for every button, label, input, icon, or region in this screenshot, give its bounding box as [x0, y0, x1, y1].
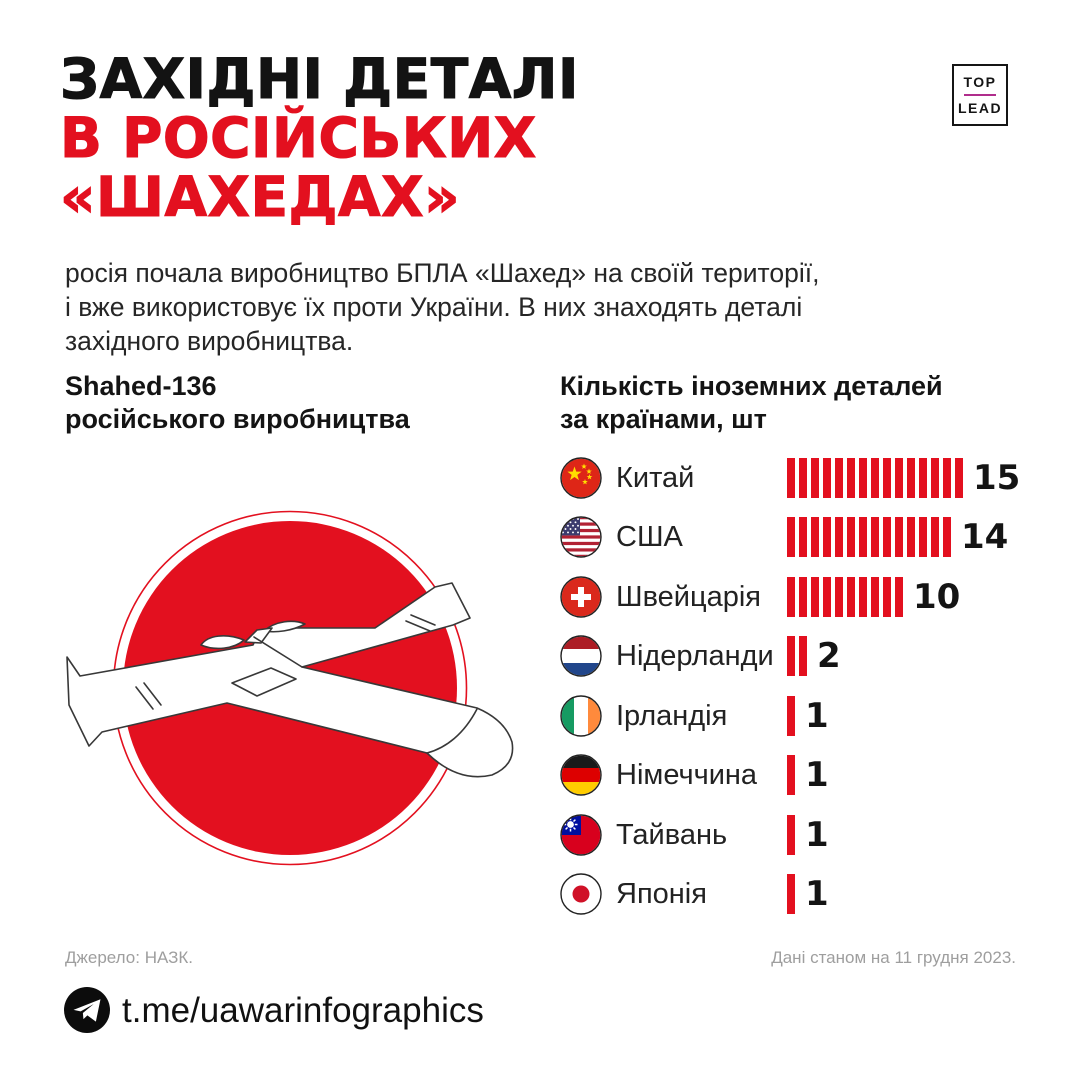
title-line-1: ЗАХІДНІ ДЕТАЛІ — [59, 47, 579, 111]
drone-heading-line-1: Shahed-136 — [65, 371, 217, 401]
tally-bars — [787, 755, 795, 795]
shahed-drone-illustration — [66, 510, 514, 866]
intro-line-2: і вже використовує їх проти України. В н… — [65, 292, 803, 322]
chart-row: Тайвань 1 — [560, 805, 1060, 865]
value-label: 10 — [913, 577, 961, 617]
chart-row: Ірландія 1 — [560, 686, 1060, 746]
country-label: Німеччина — [616, 758, 758, 791]
value-label: 2 — [817, 636, 841, 676]
drone-line-art — [66, 582, 514, 778]
top-lead-logo: TOP LEAD — [952, 64, 1008, 126]
tally-bars — [787, 696, 795, 736]
tally-bars — [787, 517, 951, 557]
chart-row: США 14 — [560, 507, 1060, 567]
tally-group: 1 — [787, 874, 829, 914]
chart-heading-line-1: Кількість іноземних деталей — [560, 371, 943, 401]
tally-bars — [787, 458, 963, 498]
netherlands-flag-icon — [560, 635, 602, 677]
country-label: Японія — [616, 877, 707, 910]
chart-row: Китай 15 — [560, 448, 1060, 508]
brand-lead-label: LEAD — [957, 100, 1003, 116]
tally-group: 1 — [787, 696, 829, 736]
usa-flag-icon — [560, 516, 602, 558]
title-line-3: «ШАХЕДАХ» — [59, 165, 461, 229]
tally-bars — [787, 636, 807, 676]
country-label: Ірландія — [616, 699, 728, 732]
ireland-flag-icon — [560, 695, 602, 737]
tally-bars — [787, 577, 903, 617]
chart-row: Нідерланди 2 — [560, 626, 1060, 686]
tally-group: 10 — [787, 577, 960, 617]
intro-line-1: росія почала виробництво БПЛА «Шахед» на… — [65, 258, 820, 288]
value-label: 1 — [805, 696, 829, 736]
intro-line-3: західного виробництва. — [65, 326, 354, 356]
tally-group: 1 — [787, 815, 829, 855]
tally-bars — [787, 815, 795, 855]
tally-group: 15 — [787, 458, 1020, 498]
germany-flag-icon — [560, 754, 602, 796]
source-note: Джерело: НАЗК. — [65, 948, 194, 967]
date-note: Дані станом на 11 грудня 2023. — [771, 948, 1016, 967]
telegram-icon[interactable] — [64, 987, 110, 1033]
tally-group: 1 — [787, 755, 829, 795]
drone-section-heading: Shahed-136 російського виробництва — [65, 370, 410, 436]
chart-row: Німеччина 1 — [560, 745, 1060, 805]
drone-heading-line-2: російського виробництва — [65, 404, 410, 434]
brand-top-label: TOP — [963, 74, 997, 90]
switzerland-flag-icon — [560, 576, 602, 618]
tally-group: 14 — [787, 517, 1008, 557]
country-label: США — [616, 520, 683, 553]
country-label: Тайвань — [616, 818, 728, 851]
country-label: Нідерланди — [616, 639, 774, 672]
intro-paragraph: росія почала виробництво БПЛА «Шахед» на… — [65, 256, 820, 358]
tally-bars — [787, 874, 795, 914]
chart-heading-line-2: за країнами, шт — [560, 404, 767, 434]
chart-row: Японія 1 — [560, 864, 1060, 924]
telegram-handle-link[interactable]: t.me/uawarinfographics — [122, 991, 484, 1030]
china-flag-icon — [560, 457, 602, 499]
chart-heading: Кількість іноземних деталей за країнами,… — [560, 370, 943, 436]
tally-group: 2 — [787, 636, 841, 676]
chart-row: Швейцарія 10 — [560, 567, 1060, 627]
page-title: ЗАХІДНІ ДЕТАЛІ В РОСІЙСЬКИХ «ШАХЕДАХ» — [59, 47, 579, 229]
value-label: 1 — [805, 755, 829, 795]
value-label: 1 — [805, 815, 829, 855]
title-line-2: В РОСІЙСЬКИХ — [59, 106, 537, 170]
country-label: Китай — [616, 461, 695, 494]
country-label: Швейцарія — [616, 580, 761, 613]
brand-divider — [964, 94, 996, 96]
value-label: 14 — [961, 517, 1009, 557]
japan-flag-icon — [560, 873, 602, 915]
taiwan-flag-icon — [560, 814, 602, 856]
value-label: 1 — [805, 874, 829, 914]
value-label: 15 — [973, 458, 1021, 498]
